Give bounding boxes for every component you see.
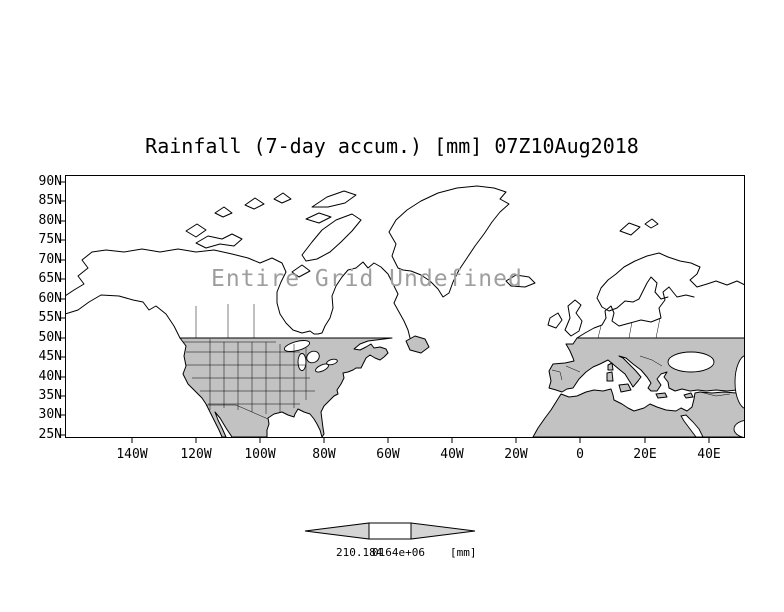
lat-tick-label: 65N (38, 271, 62, 286)
colorbar-max-label: 0164e+06 (372, 546, 425, 559)
coastlines (65, 185, 745, 339)
colorbar-max-arrow-icon (410, 522, 476, 540)
na-shaded-land (179, 337, 393, 437)
greenland (388, 185, 510, 298)
iceland (505, 274, 536, 288)
lake-michigan (297, 353, 307, 371)
caspian-sea (734, 354, 745, 410)
svalbard-2 (644, 218, 659, 229)
lon-tick-label: 80W (312, 447, 336, 462)
lon-tick-label: 20E (633, 447, 657, 462)
lon-tick-label: 120W (180, 447, 212, 462)
lat-tick-label: 85N (38, 193, 62, 208)
colorbar-unit-label: [mm] (450, 546, 477, 559)
na-west-coast (65, 294, 181, 339)
lon-tick-label: 140W (116, 447, 148, 462)
lake-huron (306, 350, 320, 364)
lat-tick-label: 55N (38, 310, 62, 325)
axis-ticks (59, 181, 710, 443)
southampton-island (291, 264, 311, 278)
lat-tick-label: 35N (38, 388, 62, 403)
arctic-island-small-1 (244, 197, 265, 210)
newfoundland-land (405, 335, 430, 354)
africa-shaded-land (532, 388, 745, 437)
north-sea-baltic-coast (576, 286, 695, 339)
canada-arctic-hudson-coast (91, 248, 411, 339)
ireland (547, 312, 563, 329)
sardinia-land (606, 371, 614, 382)
lon-tick-label: 40E (697, 447, 721, 462)
lake-ontario (326, 358, 338, 366)
water-bodies (283, 340, 745, 437)
lat-tick-label: 40N (38, 369, 62, 384)
devon-island (305, 212, 332, 224)
lat-tick-label: 30N (38, 407, 62, 422)
lat-tick-label: 80N (38, 213, 62, 228)
lon-tick-label: 40W (440, 447, 464, 462)
red-sea (680, 414, 704, 437)
europe-shaded-land (548, 337, 745, 393)
great-britain (564, 299, 583, 337)
scandinavia-baltic-coast (601, 276, 669, 312)
plot-border (65, 175, 745, 438)
colorbar-min-label: 210.184 (336, 546, 383, 559)
crete-land (655, 392, 668, 399)
lon-tick-label: 60W (376, 447, 400, 462)
arctic-island-small-2 (214, 206, 233, 218)
page-title: Rainfall (7-day accum.) [mm] 07Z10Aug201… (145, 134, 639, 158)
colorbar-min-arrow-icon (304, 522, 370, 540)
victoria-island (195, 233, 243, 249)
lon-tick-label: 20W (504, 447, 528, 462)
banks-island (185, 223, 207, 238)
sicily-land (618, 383, 632, 393)
lat-tick-label: 60N (38, 291, 62, 306)
ellesmere-island (311, 190, 357, 208)
shaded-land-region (179, 335, 745, 437)
map-layers (65, 185, 745, 437)
cyprus-land (683, 392, 694, 399)
baffin-island (301, 213, 362, 262)
arctic-island-small-3 (273, 192, 292, 204)
grid-undefined-message: Entire Grid Undefined (211, 266, 523, 292)
colorbar-segment (368, 522, 412, 540)
lon-tick-label: 100W (244, 447, 276, 462)
scandinavia-north-coast (596, 252, 745, 308)
black-sea (667, 351, 715, 373)
political-borders (183, 304, 731, 420)
lake-superior (283, 340, 311, 352)
colorbar (304, 522, 476, 540)
svalbard-1 (619, 222, 641, 236)
lat-tick-label: 50N (38, 330, 62, 345)
lat-tick-label: 45N (38, 349, 62, 364)
persian-gulf (733, 419, 745, 437)
lat-tick-label: 75N (38, 232, 62, 247)
lon-tick-label: 0 (576, 447, 584, 462)
corsica-land (607, 362, 614, 371)
lat-tick-label: 90N (38, 174, 62, 189)
lat-tick-label: 70N (38, 252, 62, 267)
alaska-bering-coast (65, 251, 93, 297)
lat-tick-label: 25N (38, 427, 62, 442)
